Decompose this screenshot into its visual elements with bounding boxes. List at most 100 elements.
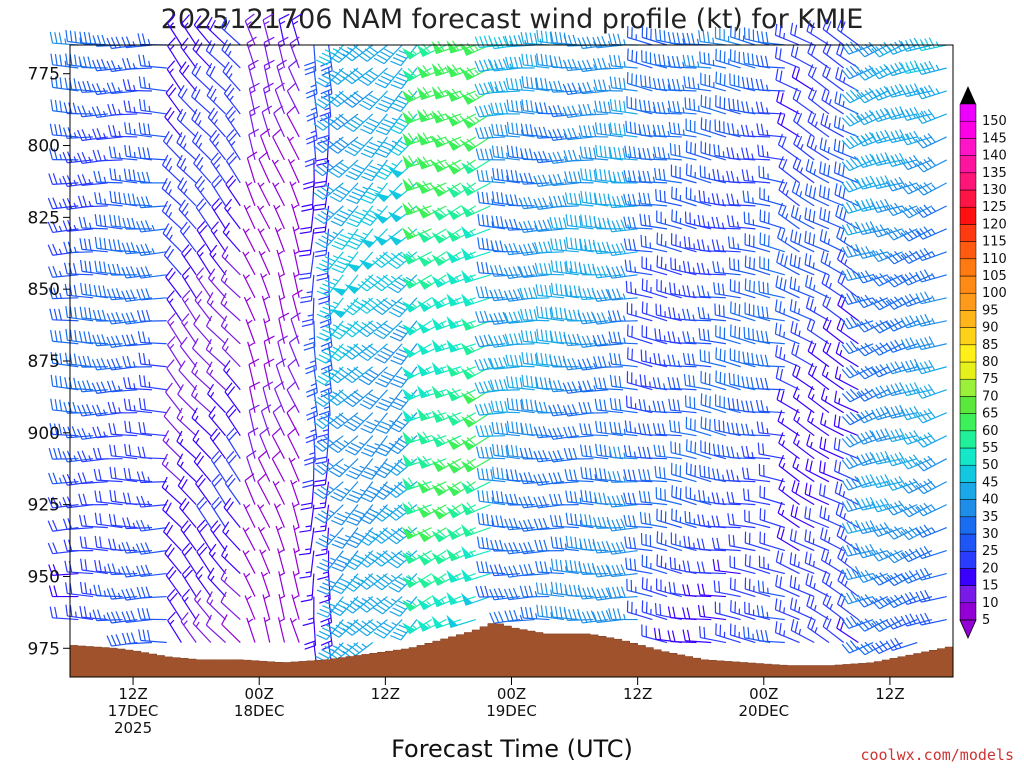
wind-barb <box>165 566 182 597</box>
wind-barb <box>776 251 800 276</box>
wind-barb <box>744 554 771 575</box>
wind-barb <box>77 105 108 118</box>
wind-barb <box>577 59 609 73</box>
wind-barb <box>654 465 682 483</box>
wind-barb <box>714 303 741 322</box>
wind-barb <box>697 604 727 621</box>
wind-barb <box>360 435 388 457</box>
wind-barb <box>163 406 182 437</box>
wind-barb <box>563 447 594 460</box>
wind-barb <box>491 123 520 138</box>
wind-barb <box>503 265 535 279</box>
wind-barb <box>303 320 316 351</box>
wind-barb <box>900 405 933 421</box>
wind-barb <box>460 435 491 451</box>
wind-barb <box>668 121 697 138</box>
wind-barb <box>288 457 300 482</box>
wind-barb <box>460 204 491 218</box>
wind-barb <box>757 442 785 460</box>
wind-barb <box>656 279 682 299</box>
wind-barb <box>836 593 859 621</box>
wind-barb <box>92 447 123 460</box>
wind-barb <box>360 136 388 159</box>
wind-barb <box>206 85 226 115</box>
wind-barb <box>715 71 741 92</box>
wind-barb <box>641 624 668 644</box>
wind-barb <box>206 591 226 620</box>
wind-barb <box>696 561 726 575</box>
wind-barb <box>625 280 653 299</box>
colorbar-swatch <box>959 327 977 346</box>
wind-barb <box>477 489 506 506</box>
wind-barb <box>518 196 550 210</box>
wind-barb <box>345 458 374 480</box>
wind-barb <box>593 492 623 506</box>
wind-barb <box>871 248 903 263</box>
wind-barb <box>248 105 260 138</box>
wind-barb <box>460 458 491 473</box>
wind-barb <box>138 54 167 69</box>
colorbar-swatch <box>959 138 977 156</box>
wind-barb <box>489 587 520 601</box>
wind-barb <box>431 317 462 331</box>
wind-barb <box>790 44 815 69</box>
wind-barb <box>534 241 565 254</box>
wind-barb <box>491 215 520 230</box>
wind-barb <box>242 251 256 276</box>
colorbar-swatch <box>959 568 977 586</box>
wind-barb <box>302 596 315 627</box>
colorbar-tick-label: 135 <box>982 166 1007 181</box>
wind-barb <box>728 372 756 391</box>
wind-barb <box>841 640 874 654</box>
wind-barb <box>138 98 167 115</box>
wind-barb <box>300 573 315 603</box>
wind-barb <box>623 492 653 506</box>
wind-barb <box>730 301 756 322</box>
wind-barb <box>682 331 712 345</box>
wind-barb <box>789 597 815 621</box>
wind-barb <box>821 272 845 299</box>
wind-barb <box>805 573 830 598</box>
wind-barb <box>535 560 565 575</box>
wind-barb <box>275 525 286 551</box>
wind-barb <box>579 146 609 161</box>
wind-barb <box>92 426 123 439</box>
credit-link[interactable]: coolwx.com/models <box>860 746 1014 764</box>
wind-barb <box>594 398 623 414</box>
wind-barb <box>856 520 888 535</box>
wind-barb <box>181 588 197 620</box>
wind-barb <box>258 250 271 276</box>
wind-barb <box>776 388 800 414</box>
colorbar-tick-label: 110 <box>982 252 1007 267</box>
wind-barb <box>416 86 447 101</box>
wind-barb <box>711 492 741 506</box>
wind-barb <box>900 613 933 627</box>
wind-barb <box>138 76 167 92</box>
colorbar-tick-label: 130 <box>982 183 1007 198</box>
wind-barb <box>316 251 344 273</box>
wind-barb <box>777 133 800 161</box>
wind-barb <box>533 174 565 188</box>
wind-barb <box>640 234 668 253</box>
wind-barb <box>290 312 301 344</box>
wind-barb <box>135 542 167 555</box>
wind-barb <box>915 269 947 283</box>
wind-barb <box>319 573 331 604</box>
wind-barb <box>915 204 947 219</box>
wind-barb <box>714 119 741 138</box>
wind-barb <box>375 113 403 136</box>
wind-barb <box>726 469 756 483</box>
wind-barb <box>641 25 668 46</box>
wind-barb <box>534 262 565 276</box>
wind-barb <box>272 404 285 436</box>
wind-barb <box>314 205 344 225</box>
colorbar-swatch <box>959 241 977 260</box>
wind-barb <box>192 429 212 460</box>
wind-barb <box>92 128 123 141</box>
wind-barb <box>460 523 491 537</box>
wind-barb <box>166 14 182 46</box>
wind-barb <box>606 265 638 279</box>
wind-barb <box>683 374 712 391</box>
wind-barb <box>106 335 138 348</box>
colorbar-tick-label: 85 <box>982 338 999 353</box>
